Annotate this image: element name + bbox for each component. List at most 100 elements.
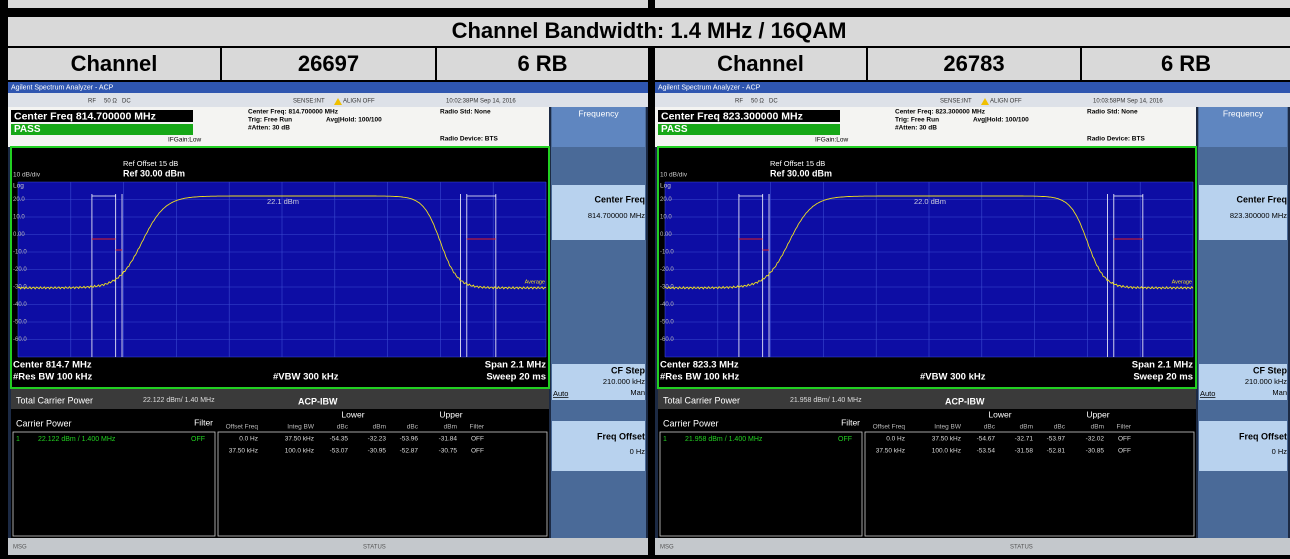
sweep: Sweep 20 ms <box>486 372 546 383</box>
table-cell: -52.81 <box>1047 448 1066 455</box>
header-text: 6 RB <box>1161 51 1211 76</box>
table-cell: -32.71 <box>1015 436 1034 443</box>
setting: #Atten: 30 dB <box>895 125 937 132</box>
y-tick-label: -40.0 <box>660 302 674 308</box>
softkey[interactable] <box>552 421 645 471</box>
column-header: Offset Freq <box>226 424 259 431</box>
table-cell: 37.50 kHz <box>285 436 314 443</box>
softkey[interactable] <box>1199 364 1287 400</box>
setting: Trig: Free Run <box>895 117 939 124</box>
table-cell: -53.97 <box>1047 436 1066 443</box>
average: Average <box>1172 279 1192 285</box>
softkey-label: Center Freq <box>1236 194 1287 204</box>
table-cell: -54.67 <box>977 436 996 443</box>
radio-std: Radio Std: None <box>440 109 491 116</box>
radio-device: Radio Device: BTS <box>440 136 498 143</box>
carrier-level: 22.1 dBm <box>267 197 299 206</box>
column-header: dBm <box>444 424 457 431</box>
warning-icon <box>981 98 989 105</box>
pass-box <box>658 124 840 135</box>
lower: Lower <box>988 409 1011 419</box>
ref-offset: Ref Offset 15 dB <box>770 159 825 168</box>
softkey-value: 210.000 kHz <box>1245 377 1287 386</box>
lower: Lower <box>341 409 364 419</box>
average: Average <box>525 279 545 285</box>
spectrum-trace <box>664 195 1194 290</box>
title-bar <box>655 82 1290 93</box>
msg: MSG <box>13 545 27 551</box>
ifgain: IFGain:Low <box>815 137 849 144</box>
column-header: dBc <box>1054 424 1066 431</box>
center: Center 814.7 MHz <box>13 360 92 371</box>
softkey[interactable] <box>1199 421 1287 471</box>
y-tick-label: 10.0 <box>13 215 25 221</box>
setting: #Atten: 30 dB <box>248 125 290 132</box>
menu-title-box <box>1199 107 1287 147</box>
center-freq-box <box>11 110 193 122</box>
table-cell: -54.35 <box>330 436 349 443</box>
softkey-option: Man <box>630 388 645 397</box>
filter-label: Filter <box>841 417 860 427</box>
y-tick-label: -20.0 <box>660 267 674 273</box>
y-tick-label: 0.00 <box>13 232 25 238</box>
status-text: 10:02:38PM Sep 14, 2016 <box>446 99 516 105</box>
header-cell <box>8 48 220 80</box>
setting: Trig: Free Run <box>248 117 292 124</box>
softkey[interactable] <box>552 364 645 400</box>
span: Span 2.1 MHz <box>1132 360 1193 371</box>
log: Log <box>13 183 24 190</box>
softkey-value: 0 Hz <box>630 447 646 456</box>
radio-device: Radio Device: BTS <box>1087 136 1145 143</box>
setting: Center Freq: 823.300000 MHz <box>895 109 986 116</box>
status-text: SENSE:INT <box>940 99 972 105</box>
column-header: Integ BW <box>287 424 315 431</box>
offset-box <box>864 431 1195 537</box>
spectrum-trace <box>17 195 547 290</box>
table-cell: 37.50 kHz <box>229 448 258 455</box>
message-bar <box>8 538 648 555</box>
softkey-label: CF Step <box>1253 365 1288 375</box>
status-text: DC <box>769 99 778 105</box>
setting: Center Freq: 814.700000 MHz <box>248 109 339 116</box>
carrier-row: OFF <box>838 436 852 443</box>
softkey[interactable] <box>552 185 645 240</box>
table-cell: OFF <box>471 448 484 455</box>
header-text: Channel <box>71 51 158 76</box>
span: Span 2.1 MHz <box>485 360 546 371</box>
y-tick-label: -60.0 <box>660 337 674 343</box>
softkey-label: Center Freq <box>594 194 645 204</box>
column-header: dBc <box>337 424 349 431</box>
softkey-label: CF Step <box>611 365 646 375</box>
results-area <box>658 389 1196 538</box>
table-cell: -30.85 <box>1086 448 1105 455</box>
scale: 10 dB/div <box>13 172 41 179</box>
status-text: RF <box>88 99 96 105</box>
y-tick-label: -20.0 <box>13 267 27 273</box>
table-cell: -32.02 <box>1086 436 1105 443</box>
table-cell: OFF <box>1118 448 1131 455</box>
softkey[interactable] <box>1199 185 1287 240</box>
table-cell: 0.0 Hz <box>239 436 258 443</box>
y-tick-label: 10.0 <box>660 215 672 221</box>
ref-level: Ref 30.00 dBm <box>123 168 185 178</box>
carrier-row: 22.122 dBm / 1.400 MHz <box>38 436 116 443</box>
column-header: dBc <box>407 424 419 431</box>
app-title: Agilent Spectrum Analyzer - ACP <box>658 84 761 91</box>
column-header: Integ BW <box>934 424 962 431</box>
softkey-option: Man <box>1272 388 1287 397</box>
results-area <box>11 389 549 538</box>
softkey-value: 210.000 kHz <box>603 377 645 386</box>
header-text: 26697 <box>298 51 359 76</box>
radio-std: Radio Std: None <box>1087 109 1138 116</box>
y-tick-label: 0.00 <box>660 232 672 238</box>
status-text: DC <box>122 99 131 105</box>
y-tick-label: -60.0 <box>13 337 27 343</box>
softkey-value: 814.700000 MHz <box>588 211 645 220</box>
table-cell: 0.0 Hz <box>886 436 905 443</box>
y-tick-label: 20.0 <box>660 197 672 203</box>
status-text: SENSE:INT <box>293 99 325 105</box>
avg-hold: Avg|Hold: 100/100 <box>973 117 1029 124</box>
carrier-row: OFF <box>191 436 205 443</box>
results-header <box>11 389 549 409</box>
